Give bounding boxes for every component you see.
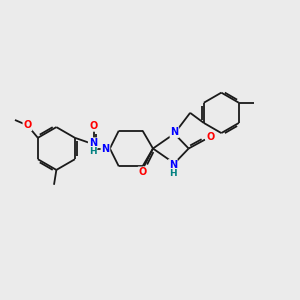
Text: O: O: [206, 132, 214, 142]
Text: H: H: [169, 169, 177, 178]
Text: O: O: [138, 167, 147, 177]
Text: N: N: [101, 143, 110, 154]
Text: O: O: [23, 120, 32, 130]
Text: H: H: [89, 147, 97, 156]
Text: N: N: [89, 138, 97, 148]
Text: N: N: [169, 160, 177, 170]
Text: N: N: [170, 127, 178, 137]
Text: O: O: [89, 121, 98, 131]
